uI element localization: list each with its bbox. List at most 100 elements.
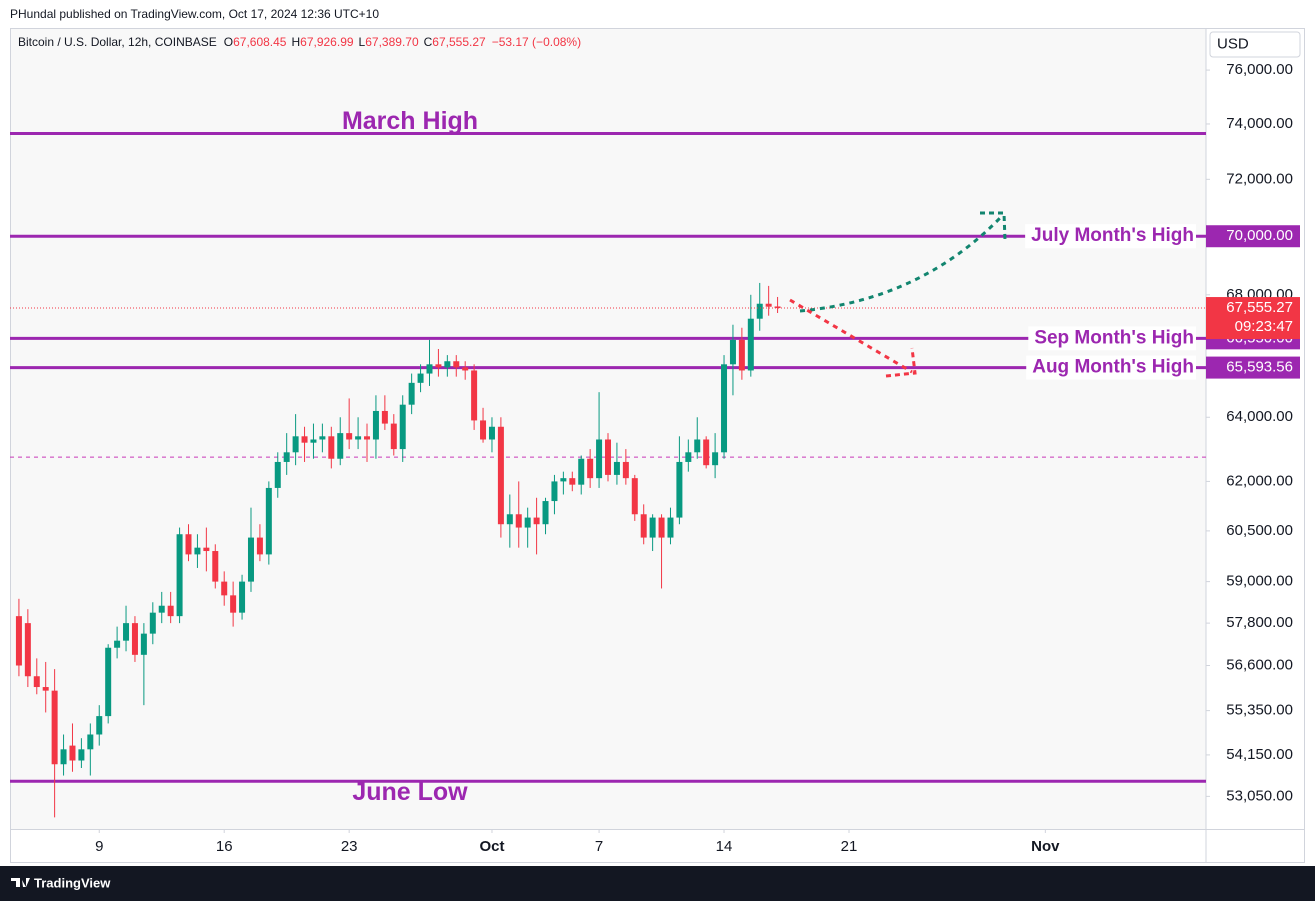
candle-body: [283, 452, 290, 462]
candle-body: [15, 616, 22, 666]
candle-body: [569, 478, 576, 485]
y-tick-label: 59,000.00: [1226, 573, 1293, 590]
x-tick-label: Nov: [1031, 838, 1060, 855]
candle-body: [140, 633, 147, 655]
legend: Bitcoin / U.S. Dollar, 12h, COINBASE O67,…: [18, 35, 581, 49]
price-tag: [1206, 225, 1300, 248]
legend-key: L: [359, 35, 366, 49]
legend-change: −53.17 (−0.08%): [492, 35, 581, 49]
candle-body: [480, 420, 487, 440]
candle-body: [712, 452, 719, 466]
candle-body: [78, 749, 85, 761]
bearish-arrow-head: [885, 347, 917, 378]
candle-body: [587, 458, 594, 479]
candle-body: [274, 461, 281, 488]
y-tick-label: 53,050.00: [1226, 787, 1293, 804]
candle-body: [176, 534, 183, 617]
candle-body: [42, 687, 49, 691]
candle-body: [292, 436, 299, 453]
candle-body: [265, 487, 272, 555]
candle-body: [319, 436, 326, 440]
currency: USD: [1217, 35, 1249, 52]
x-tick-label: 7: [595, 838, 603, 855]
y-tick-label: 76,000.00: [1226, 61, 1293, 78]
candle-body: [685, 452, 692, 462]
last-price-tag: [1206, 297, 1300, 340]
candle-body: [337, 433, 344, 459]
candle-body: [605, 439, 611, 475]
candle-body: [747, 318, 754, 371]
candle-body: [497, 426, 504, 525]
candle-body: [149, 612, 156, 634]
candle-body: [578, 458, 585, 485]
candle-body: [515, 514, 522, 528]
candle-body: [551, 481, 558, 502]
bearish-arrow: [789, 298, 913, 374]
candle-body: [247, 537, 254, 582]
candle-body: [310, 439, 317, 443]
candle-body: [158, 605, 165, 613]
x-tick-label: Oct: [479, 838, 504, 855]
candle-body: [721, 364, 728, 453]
price-tag-label: 65,593.56: [1226, 359, 1293, 376]
level-label: Aug Month's High: [1032, 357, 1194, 378]
candle-body: [185, 534, 192, 555]
candle-body: [399, 404, 406, 450]
candle-body: [212, 551, 219, 582]
plot-area: [11, 29, 1206, 829]
level-label-bg: [1026, 355, 1196, 380]
legend-key: O: [224, 35, 233, 49]
candle-body: [167, 605, 174, 617]
candle-body: [524, 517, 531, 528]
price-tag: [1206, 356, 1300, 379]
candle-body: [649, 517, 656, 538]
candle-body: [488, 426, 495, 440]
candle-body: [596, 439, 603, 479]
candle-body: [756, 303, 763, 319]
candle-body: [24, 623, 31, 677]
candle-body: [256, 537, 263, 555]
currency-box[interactable]: [1209, 31, 1301, 58]
candle-body: [355, 436, 362, 440]
level-label-bg: [1028, 326, 1196, 351]
publish-header: PHundal published on TradingView.com, Oc…: [10, 7, 379, 21]
candle-body: [560, 478, 567, 482]
candle-body: [408, 382, 415, 405]
candle-body: [328, 436, 335, 459]
candle-body: [694, 439, 701, 453]
price-tag-label: 70,000.00: [1226, 227, 1293, 244]
candle-body: [194, 547, 201, 555]
x-tick-label: 23: [341, 838, 358, 855]
candle-body: [622, 461, 629, 479]
candle-body: [230, 595, 237, 613]
candle-body: [381, 410, 388, 424]
countdown-label: 09:23:47: [1235, 318, 1293, 335]
candle-body: [765, 303, 772, 307]
candle-body: [372, 410, 379, 440]
level-label: March High: [342, 107, 478, 135]
legend-symbol: Bitcoin / U.S. Dollar, 12h, COINBASE: [18, 35, 217, 49]
last-price-label: 67,555.27: [1226, 299, 1293, 316]
candle-body: [640, 514, 647, 538]
candle-body: [221, 581, 228, 596]
plot-marks: [10, 132, 1206, 818]
y-tick-label: 74,000.00: [1226, 115, 1293, 132]
x-tick-label: 14: [716, 838, 733, 855]
candle-body: [346, 433, 353, 440]
candle-body: [658, 517, 665, 538]
y-tick-label: 64,000.00: [1226, 408, 1293, 425]
candle-body: [203, 547, 210, 552]
candle-body: [774, 306, 781, 309]
footer-brand[interactable]: TradingView: [34, 875, 111, 890]
candle-body: [123, 623, 130, 641]
level-label-bg: [1025, 224, 1196, 249]
candle-body: [51, 690, 58, 765]
candle-body: [114, 640, 121, 648]
y-tick-label: 55,350.00: [1226, 702, 1293, 719]
candle-body: [60, 749, 67, 765]
candle-body: [390, 423, 397, 450]
candle-body: [542, 501, 549, 525]
candle-body: [729, 339, 736, 365]
candle-body: [87, 734, 94, 750]
